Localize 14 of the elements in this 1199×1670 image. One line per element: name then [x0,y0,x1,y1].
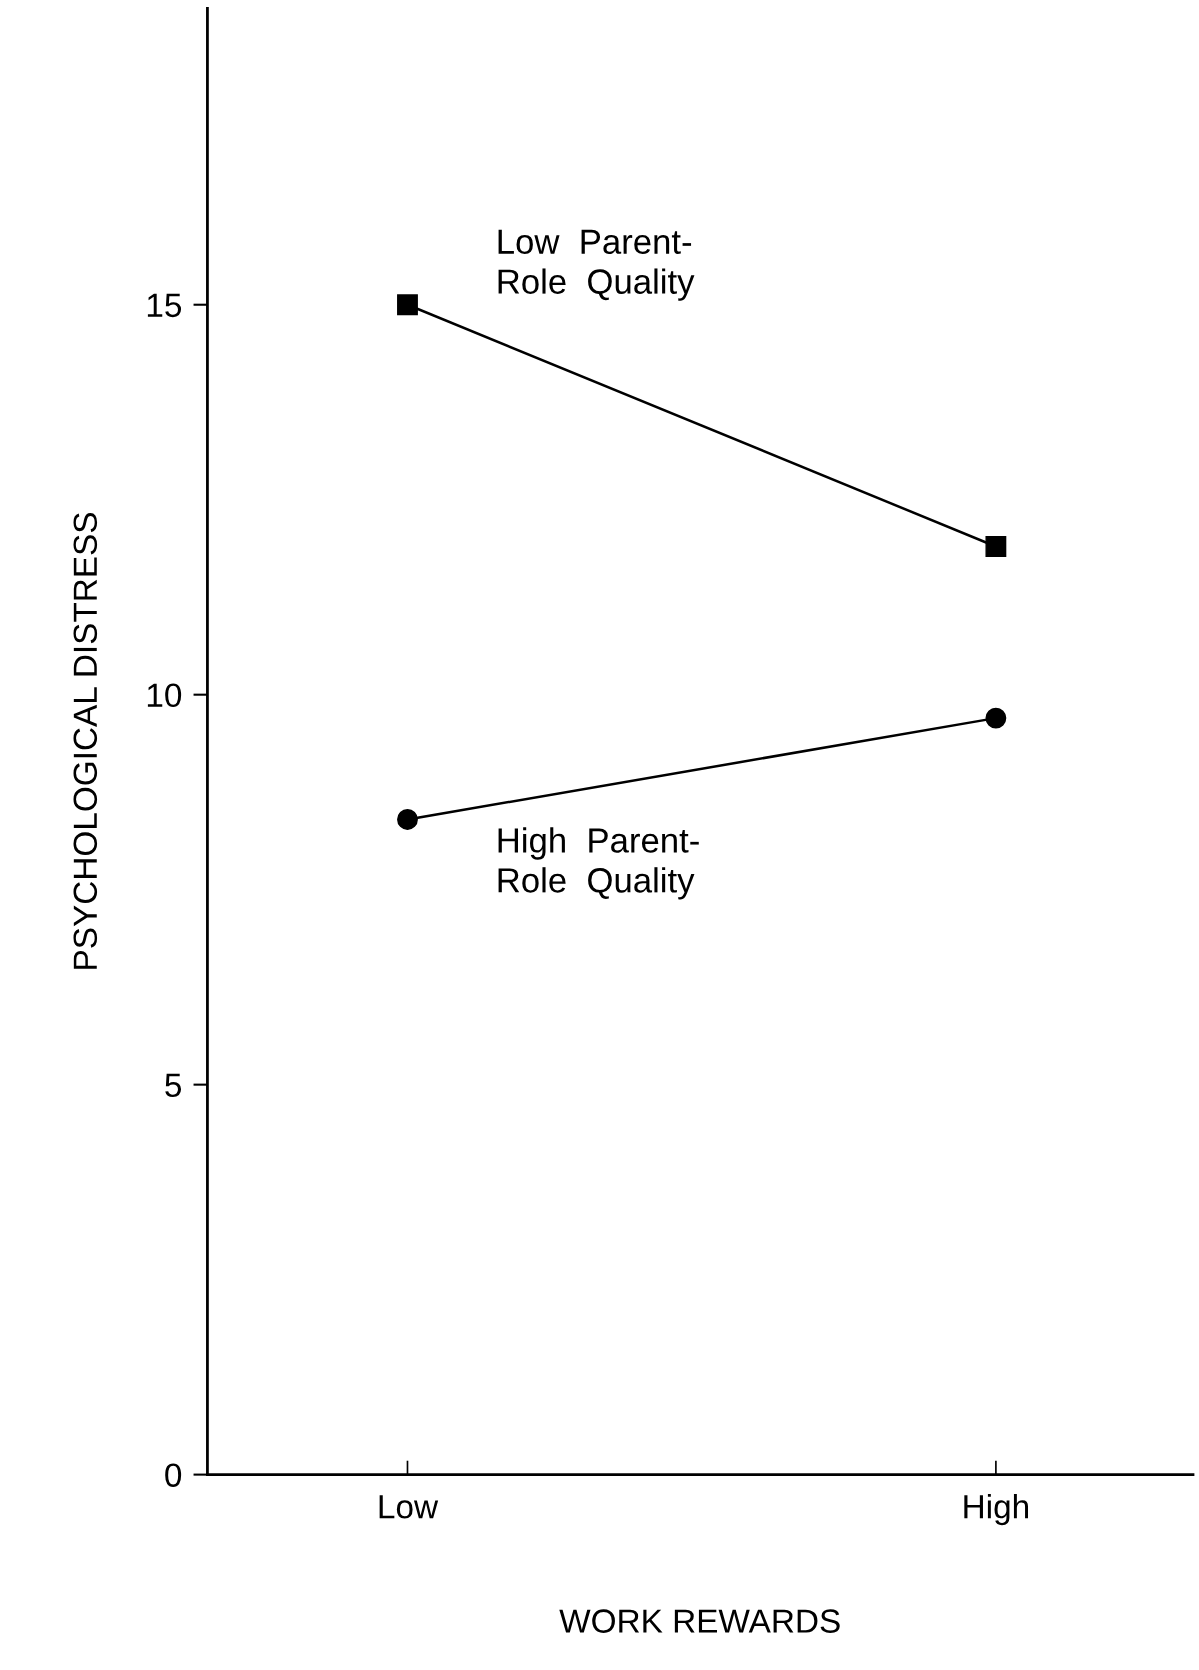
series-label: High Parent- Role Quality [498,827,699,900]
series-label: Low Parent- Role Quality [498,229,695,301]
point [397,809,418,830]
y-tick-label: 5 [165,1073,182,1098]
x-tick-label: Low [379,1495,439,1519]
y-tick-label: 0 [165,1463,182,1488]
y-tick-label: 15 [147,293,182,318]
point [985,536,1007,557]
x-tick-label: High [964,1494,1028,1526]
y-axis-title: PSYCHOLOGICAL DISTRESS [73,513,98,969]
y-tick-label: 10 [147,683,182,708]
x-axis-title: WORK REWARDS [559,1609,840,1633]
point [397,294,418,316]
point [985,707,1007,729]
